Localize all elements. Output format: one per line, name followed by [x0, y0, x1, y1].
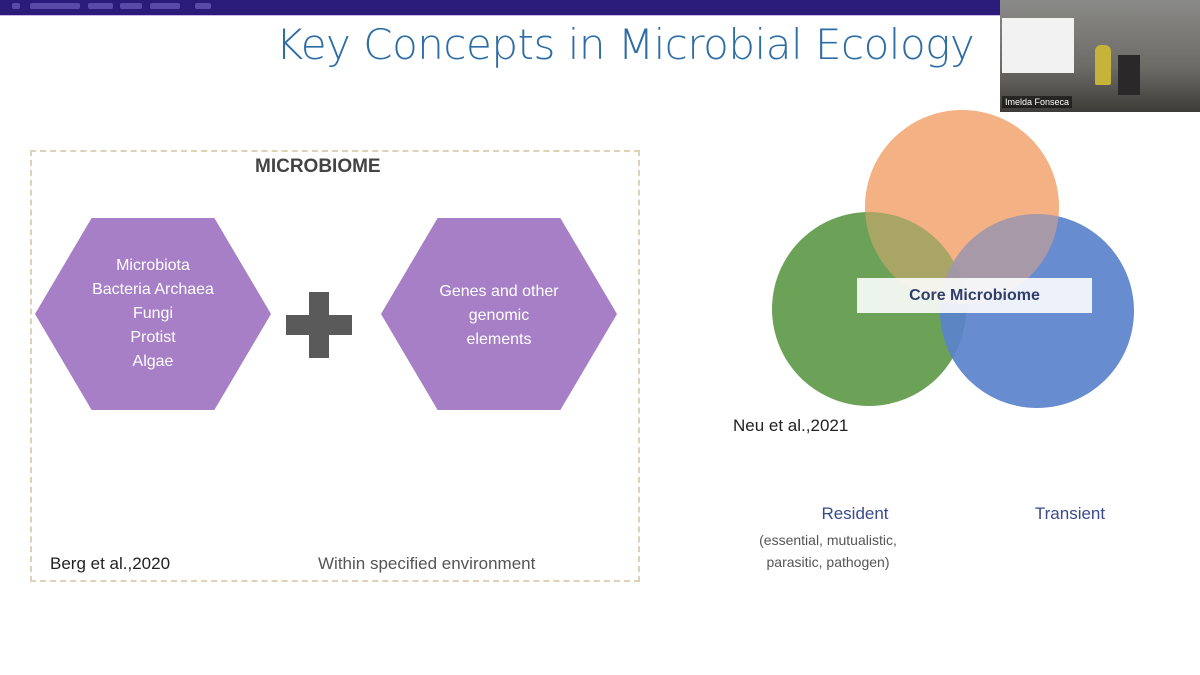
toolbar-item[interactable]: [120, 3, 142, 9]
genes-hexagon: Genes and other genomic elements: [381, 218, 617, 410]
core-microbiome-label: Core Microbiome: [857, 278, 1092, 313]
hex-line: Microbiota: [116, 257, 190, 274]
microbiome-panel: [30, 150, 640, 582]
resident-detail: (essential, mutualistic, parasitic, path…: [730, 529, 926, 573]
toolbar-item[interactable]: [88, 3, 113, 9]
microbiota-hexagon: Microbiota Bacteria Archaea Fungi Protis…: [35, 218, 271, 410]
toolbar-icon[interactable]: [12, 3, 20, 9]
participant-name: Imelda Fonseca: [1002, 96, 1073, 108]
podium: [1118, 55, 1140, 95]
microbiome-heading: MICROBIOME: [255, 156, 381, 177]
toolbar-item[interactable]: [30, 3, 80, 9]
environment-note: Within specified environment: [318, 554, 536, 573]
presenter: [1095, 45, 1111, 85]
berg-citation: Berg et al.,2020: [50, 554, 171, 573]
toolbar-item[interactable]: [150, 3, 180, 9]
hex-line: Genes and other: [439, 283, 559, 300]
hex-line: Protist: [130, 329, 176, 346]
hex-line: genomic: [468, 307, 530, 324]
resident-detail-line: (essential, mutualistic,: [759, 532, 897, 548]
webcam-video[interactable]: Imelda Fonseca: [1000, 0, 1200, 112]
resident-detail-line: parasitic, pathogen): [766, 554, 890, 570]
slide-title: Key Concepts in Microbial Ecology: [275, 20, 975, 69]
hex-line: Algae: [132, 353, 174, 370]
hex-line: elements: [466, 331, 532, 348]
meeting-toolbar: [0, 0, 1200, 16]
venn-overlay: [865, 110, 1059, 304]
toolbar-item[interactable]: [195, 3, 211, 9]
projector-screen: [1002, 18, 1074, 73]
hex-line: Fungi: [132, 305, 174, 322]
neu-citation: Neu et al.,2021: [733, 416, 849, 435]
plus-icon-bar: [286, 315, 352, 335]
transient-label: Transient: [1034, 504, 1106, 523]
hex-line: Bacteria Archaea: [92, 281, 214, 298]
resident-label: Resident: [821, 504, 889, 523]
